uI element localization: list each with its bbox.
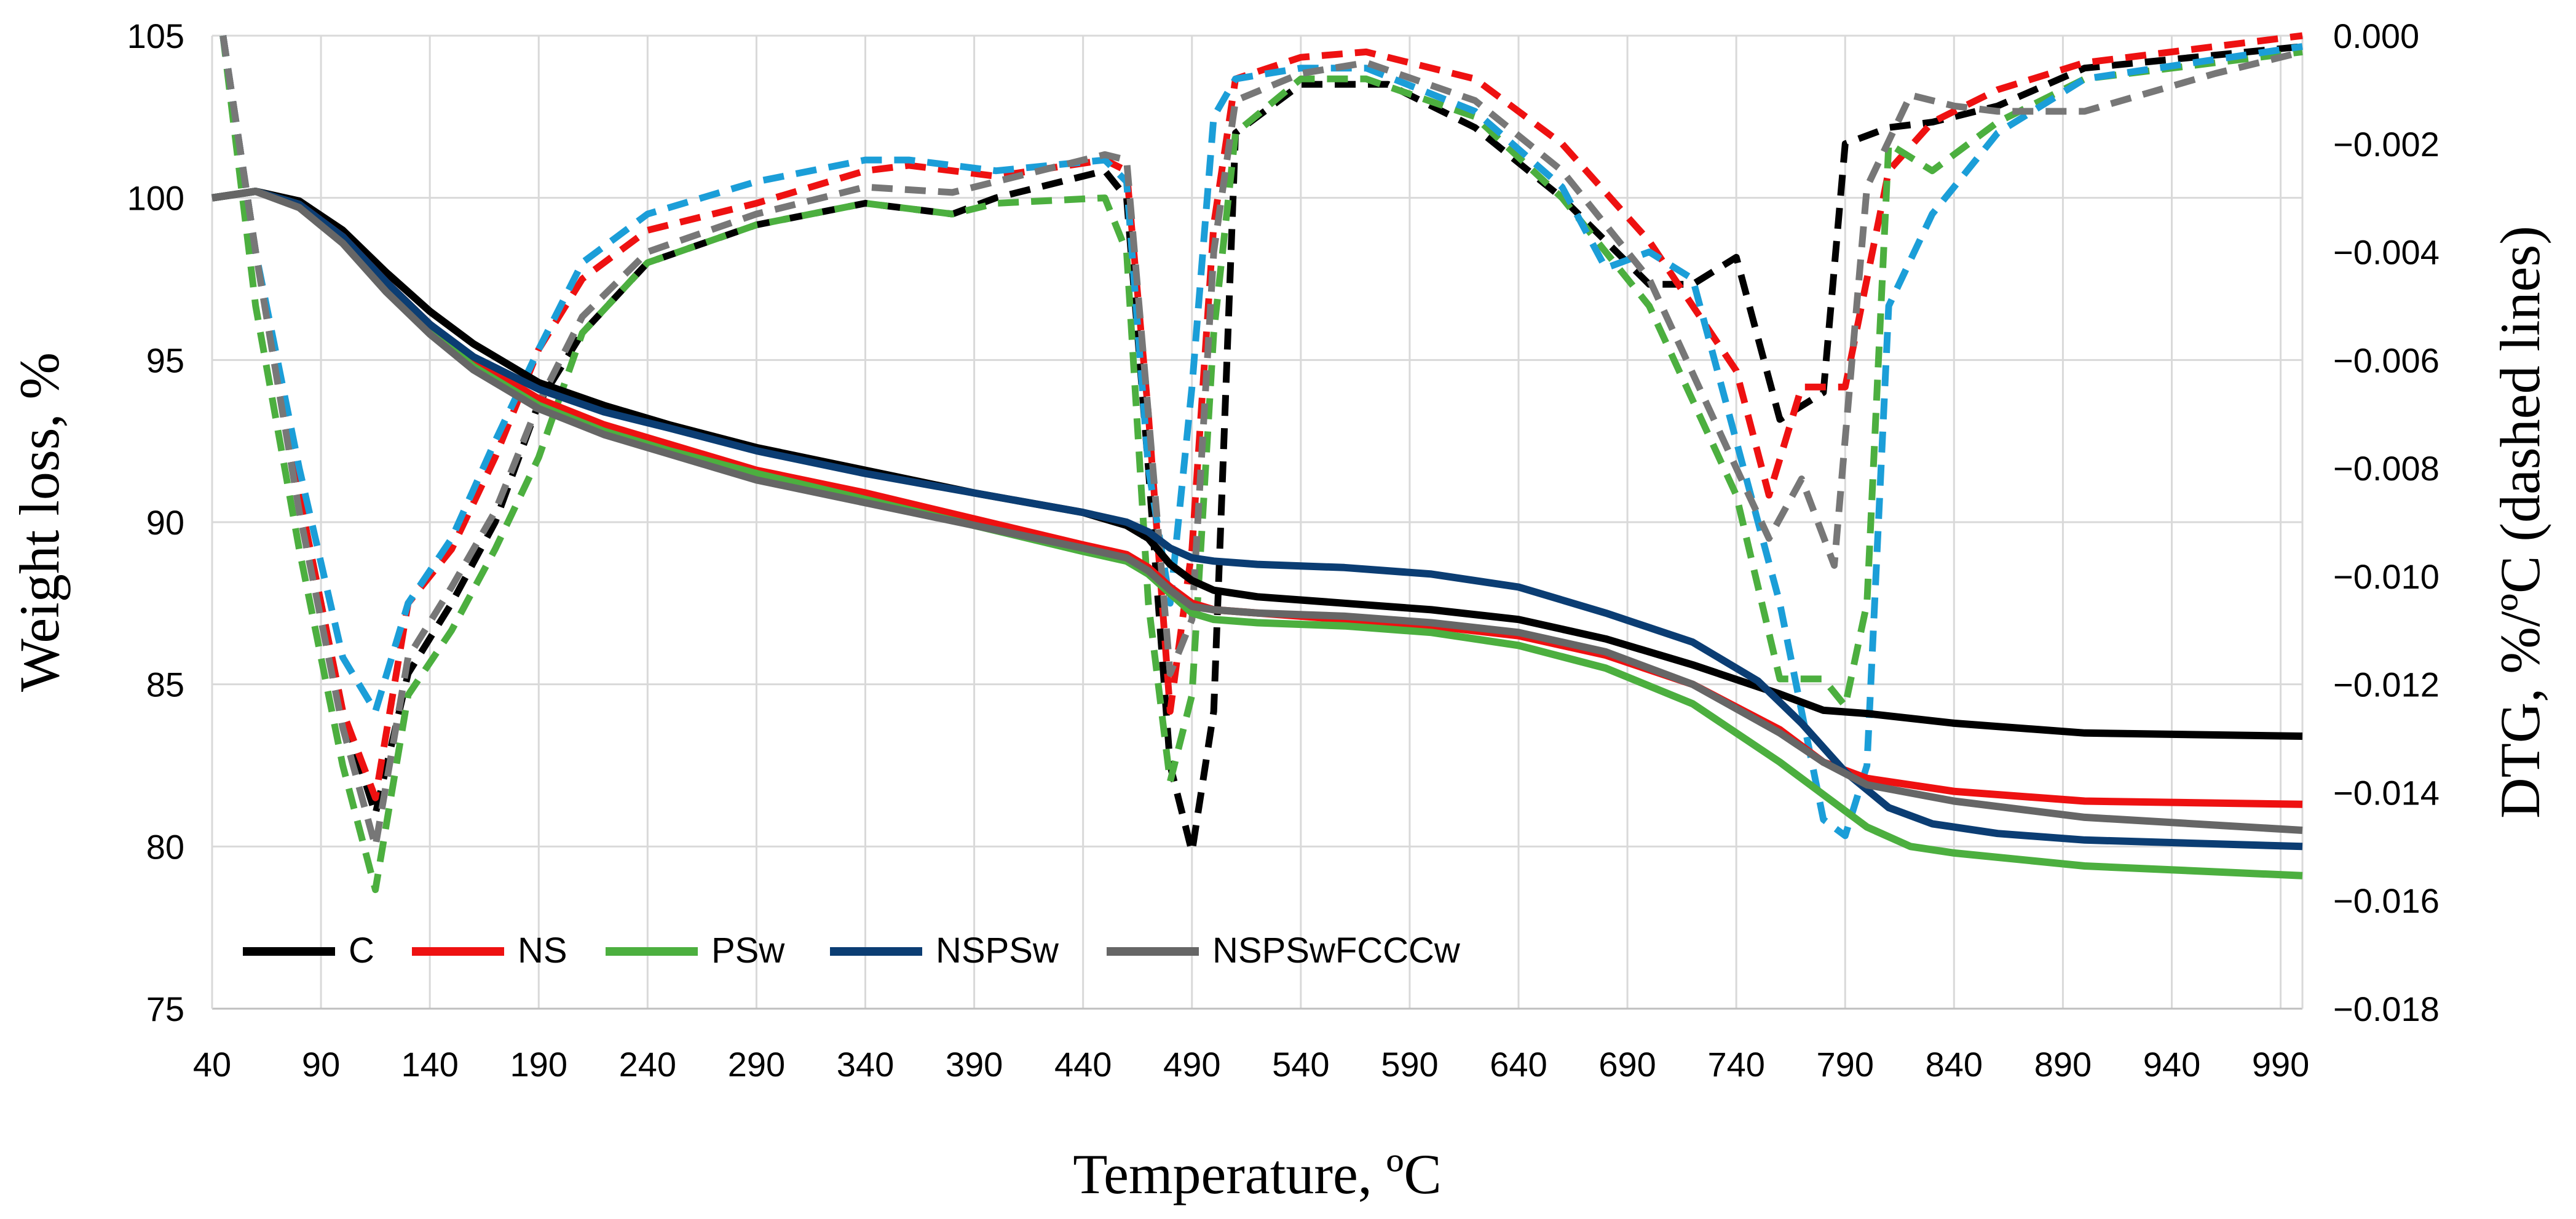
y-axis-title: Weight loss, %	[8, 352, 71, 692]
y-tick-label: 75	[146, 990, 184, 1028]
series-group	[211, 32, 2304, 894]
y2-axis-title: DTG, %/ºC (dashed lines)	[2489, 226, 2551, 819]
y2-tick-label: −0.004	[2333, 233, 2440, 272]
x-tick-label: 390	[946, 1045, 1003, 1084]
x-tick-label: 890	[2034, 1045, 2092, 1084]
series-line-nspsw-dtg	[219, 35, 2303, 840]
legend-label: NSPSwFCCCw	[1212, 931, 1461, 971]
x-axis-title: Temperature, ºC	[1073, 1143, 1441, 1205]
x-tick-label: 140	[401, 1045, 458, 1084]
tick-labels: 75 80 85 90 95 100 105 −0.018 −0.016 −0.014 −0.012…	[127, 17, 2440, 1084]
y-tick-label: 100	[127, 179, 184, 218]
series-line-c-weight	[211, 188, 2303, 740]
x-tick-label: 690	[1598, 1045, 1656, 1084]
series-line-ns-dtg	[219, 32, 2303, 801]
series-line-nspsw-weight	[211, 188, 2303, 851]
x-tick-label: 590	[1381, 1045, 1438, 1084]
x-tick-label: 790	[1817, 1045, 1874, 1084]
y-tick-label: 105	[127, 17, 184, 55]
y2-tick-label: 0.000	[2333, 17, 2419, 55]
legend: C NS PSw NSPSw NSPSwFCCCw	[243, 931, 1461, 971]
series-line-nspswfcccw-dtg	[219, 35, 2304, 850]
x-tick-label: 540	[1272, 1045, 1329, 1084]
y-tick-label: 80	[146, 827, 184, 866]
y-tick-label: 95	[146, 341, 184, 379]
y-tick-label: 90	[146, 503, 184, 542]
x-tick-label: 640	[1490, 1045, 1547, 1084]
y-tick-label: 85	[146, 665, 184, 704]
gridlines	[211, 34, 2302, 1010]
x-tick-label: 440	[1054, 1045, 1112, 1084]
x-tick-label: 990	[2252, 1045, 2309, 1084]
y2-tick-label: −0.016	[2333, 881, 2440, 920]
series-line-psw-dtg	[219, 35, 2303, 894]
x-tick-label: 340	[837, 1045, 894, 1084]
series-line-nspswfcccw-weight	[211, 188, 2303, 834]
x-tick-label: 940	[2143, 1045, 2200, 1084]
legend-label: NS	[518, 931, 567, 971]
legend-label: PSw	[711, 931, 785, 971]
y2-tick-label: −0.006	[2333, 341, 2440, 379]
x-tick-label: 740	[1707, 1045, 1764, 1084]
x-tick-label: 40	[193, 1045, 231, 1084]
legend-label: NSPSw	[936, 931, 1059, 971]
x-tick-label: 90	[302, 1045, 340, 1084]
x-tick-label: 240	[619, 1045, 676, 1084]
x-tick-label: 840	[1926, 1045, 1983, 1084]
y2-tick-label: −0.012	[2333, 665, 2440, 704]
legend-label: C	[349, 931, 374, 971]
x-tick-label: 290	[728, 1045, 785, 1084]
y2-tick-label: −0.014	[2333, 773, 2440, 812]
x-tick-label: 490	[1163, 1045, 1220, 1084]
y2-tick-label: −0.008	[2333, 449, 2440, 488]
y2-tick-label: −0.010	[2333, 557, 2440, 596]
y2-tick-label: −0.002	[2333, 125, 2440, 164]
y2-tick-label: −0.018	[2333, 990, 2440, 1028]
x-tick-label: 190	[510, 1045, 567, 1084]
